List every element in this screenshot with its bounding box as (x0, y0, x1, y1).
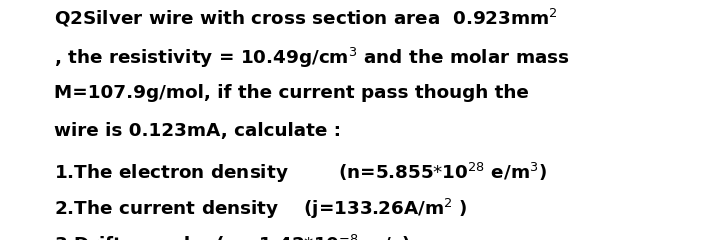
Text: , the resistivity = 10.49g/cm$^3$ and the molar mass: , the resistivity = 10.49g/cm$^3$ and th… (54, 46, 570, 70)
Text: wire is 0.123mA, calculate :: wire is 0.123mA, calculate : (54, 122, 341, 140)
Text: Q2Silver wire with cross section area  0.923mm$^2$: Q2Silver wire with cross section area 0.… (54, 7, 557, 29)
Text: M=107.9g/mol, if the current pass though the: M=107.9g/mol, if the current pass though… (54, 84, 529, 102)
Text: 3.Drift speed    ($v_d$=1.42$*$10$^{-8}$ m/s): 3.Drift speed ($v_d$=1.42$*$10$^{-8}$ m/… (54, 233, 410, 240)
Text: 1.The electron density        (n=5.855$*$10$^{28}$ e/m$^3$): 1.The electron density (n=5.855$*$10$^{2… (54, 161, 547, 185)
Text: 2.The current density    (j=133.26A/m$^2$ ): 2.The current density (j=133.26A/m$^2$ ) (54, 197, 467, 221)
